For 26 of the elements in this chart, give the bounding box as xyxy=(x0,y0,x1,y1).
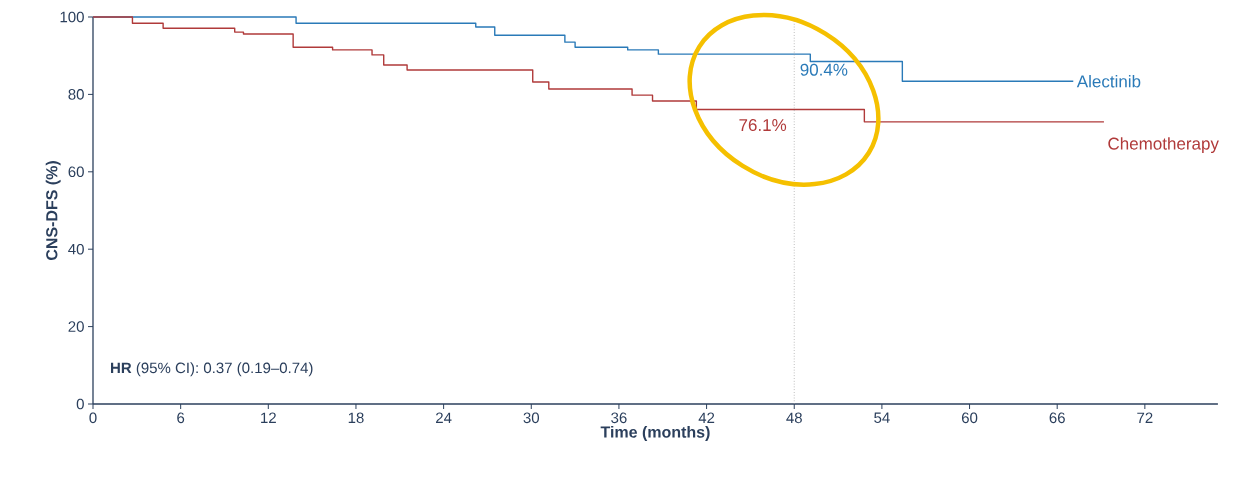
x-tick-label: 66 xyxy=(1049,412,1065,424)
y-tick-label: 60 xyxy=(68,166,84,178)
series-label: Alectinib xyxy=(1076,75,1141,88)
y-tick-label: 100 xyxy=(60,11,84,23)
x-tick-label: 18 xyxy=(348,412,364,424)
series-label: Chemotherapy xyxy=(1108,137,1219,154)
x-tick-label: 42 xyxy=(698,412,715,423)
y-tick-label: 40 xyxy=(68,243,84,255)
x-tick-label: 60 xyxy=(961,412,978,424)
x-tick-label: 48 xyxy=(786,412,802,424)
annotation: HR (95% CI): 0.37 (0.19–0.74) xyxy=(111,362,313,377)
x-tick-label: 24 xyxy=(436,412,452,423)
x-tick-label: 72 xyxy=(1137,412,1153,423)
x-tick-label: 0 xyxy=(89,412,97,424)
y-tick-label: 20 xyxy=(68,321,84,332)
annotation: 76.1% xyxy=(739,119,787,132)
y-tick-label: 80 xyxy=(68,89,84,100)
x-tick-label: 36 xyxy=(611,412,627,424)
y-tick-label: 0 xyxy=(76,398,84,410)
x-tick-label: 54 xyxy=(874,412,890,423)
x-tick-label: 30 xyxy=(523,412,540,424)
x-tick-label: 12 xyxy=(261,412,276,423)
y-axis-title: CNS-DFS (%) xyxy=(45,161,61,261)
annotation: 90.4% xyxy=(800,63,848,76)
x-axis-title: Time (months) xyxy=(600,425,710,441)
x-tick-label: 6 xyxy=(177,412,185,424)
